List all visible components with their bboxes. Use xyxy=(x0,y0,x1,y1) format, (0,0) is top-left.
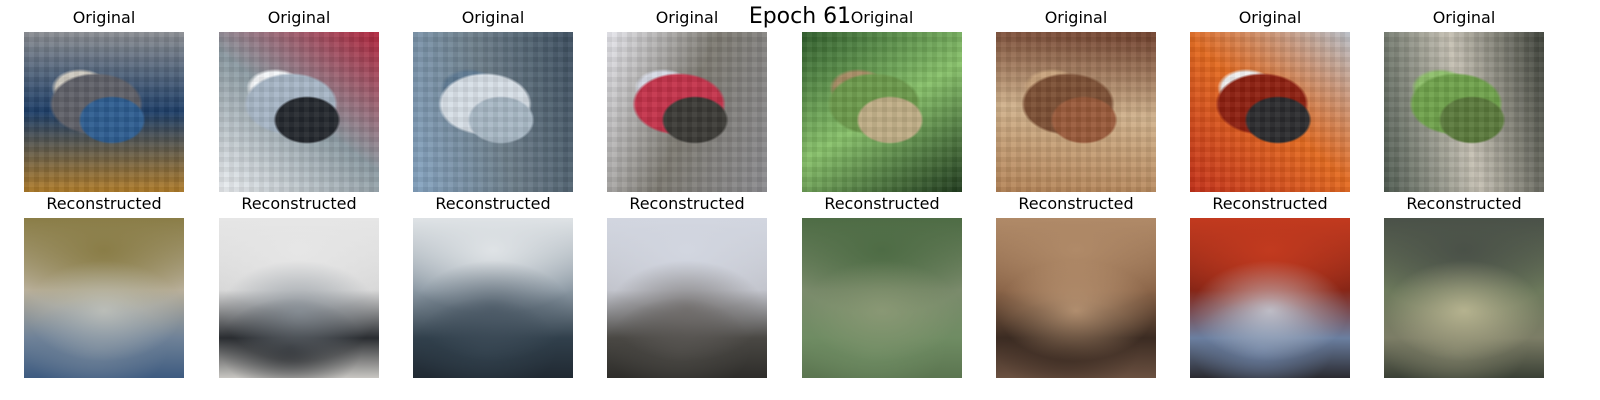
reconstructed-image xyxy=(1384,218,1544,378)
figure-title: Epoch 61 xyxy=(748,4,852,29)
original-label: Original xyxy=(1044,8,1108,27)
original-image-car xyxy=(1190,32,1350,192)
reconstructed-label: Reconstructed xyxy=(629,194,745,213)
original-image-frog xyxy=(1384,32,1544,192)
original-label: Original xyxy=(1238,8,1302,27)
reconstructed-label: Reconstructed xyxy=(435,194,551,213)
original-image-frog xyxy=(802,32,962,192)
reconstructed-label: Reconstructed xyxy=(824,194,940,213)
reconstructed-image xyxy=(996,218,1156,378)
reconstructed-image xyxy=(24,218,184,378)
original-label: Original xyxy=(850,8,914,27)
reconstructed-label: Reconstructed xyxy=(1406,194,1522,213)
reconstructed-image xyxy=(802,218,962,378)
reconstructed-image xyxy=(413,218,573,378)
original-image-cat xyxy=(24,32,184,192)
reconstructed-label: Reconstructed xyxy=(1018,194,1134,213)
reconstructed-image xyxy=(1190,218,1350,378)
reconstructed-label: Reconstructed xyxy=(241,194,357,213)
original-image-airplane xyxy=(607,32,767,192)
original-label: Original xyxy=(267,8,331,27)
reconstructed-image xyxy=(607,218,767,378)
original-label: Original xyxy=(1432,8,1496,27)
original-image-frog xyxy=(996,32,1156,192)
reconstructed-label: Reconstructed xyxy=(1212,194,1328,213)
original-image-ship xyxy=(219,32,379,192)
original-label: Original xyxy=(72,8,136,27)
original-label: Original xyxy=(461,8,525,27)
reconstructed-label: Reconstructed xyxy=(46,194,162,213)
reconstructed-image xyxy=(219,218,379,378)
original-label: Original xyxy=(655,8,719,27)
original-image-ship xyxy=(413,32,573,192)
